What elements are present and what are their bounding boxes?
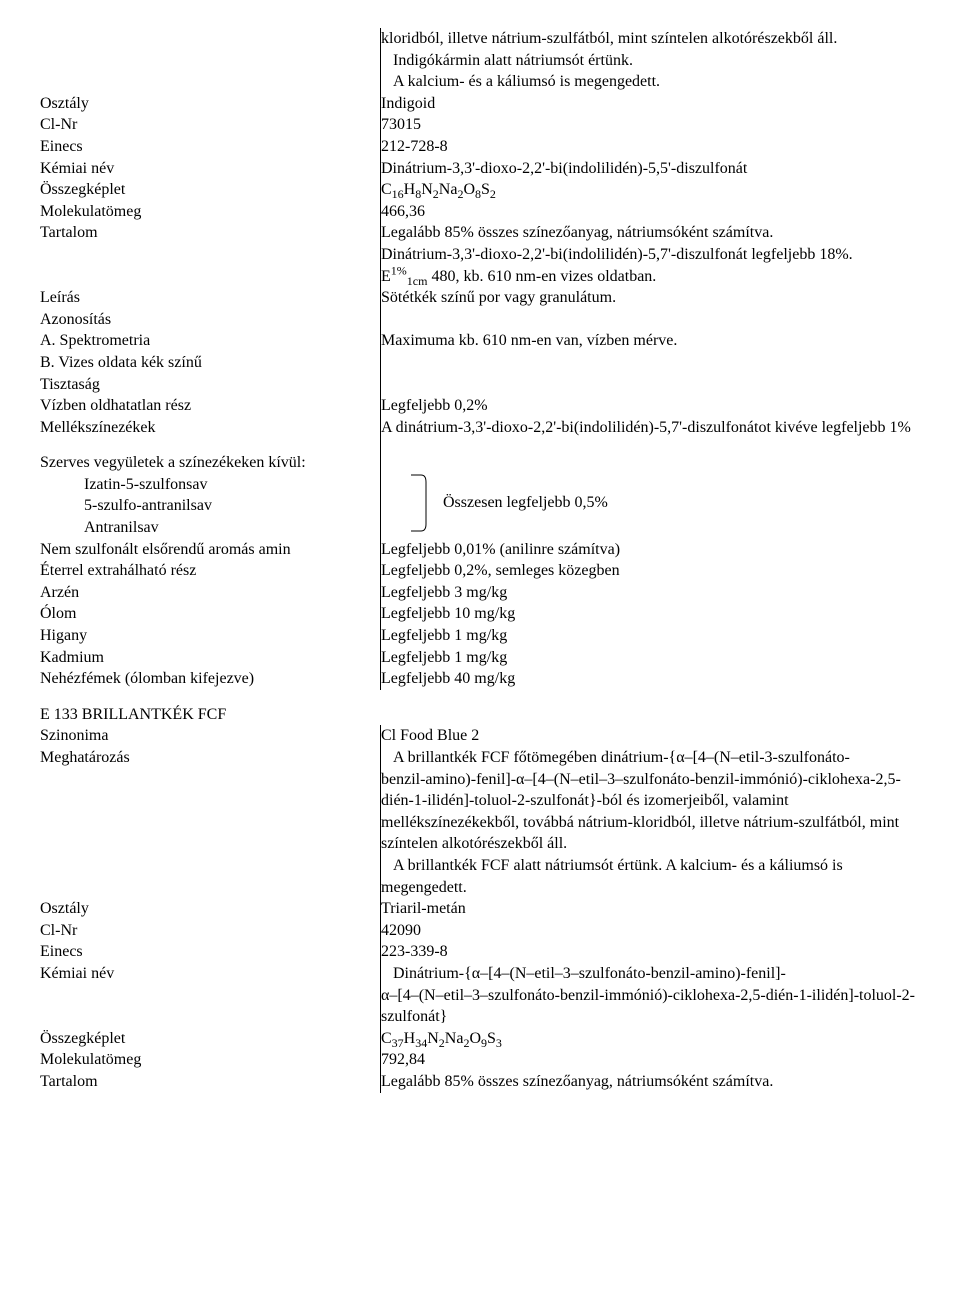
eter-value: Legfeljebb 0,2%, semleges közegben <box>381 560 921 582</box>
einecs-label: Einecs <box>40 136 381 158</box>
tartalom-v2: Dinátrium-3,3'-dioxo-2,2'-bi(indolilidén… <box>381 244 920 266</box>
spektro-value: Maximuma kb. 610 nm-en van, vízben mérve… <box>381 330 921 352</box>
higany-label: Higany <box>40 625 381 647</box>
osztaly-value: Indigoid <box>381 93 921 115</box>
kadmium-value: Legfeljebb 1 mg/kg <box>381 647 921 669</box>
spec-table: kloridból, illetve nátrium-szulfátból, m… <box>40 28 920 1093</box>
tisztasag-label: Tisztaság <box>40 374 381 396</box>
vizben-label: Vízben oldhatatlan rész <box>40 395 381 417</box>
kemiai-value: Dinátrium-3,3'-dioxo-2,2'-bi(indolilidén… <box>381 158 921 180</box>
spektro-label: A. Spektrometria <box>40 330 381 352</box>
osztaly-label: Osztály <box>40 93 381 115</box>
e133-meghat-label: Meghatározás <box>40 747 381 898</box>
e133-szinonima-label: Szinonima <box>40 725 381 747</box>
azonositas-label: Azonosítás <box>40 309 381 331</box>
mol-value: 466,36 <box>381 201 921 223</box>
olom-value: Legfeljebb 10 mg/kg <box>381 603 921 625</box>
e133-osztaly-label: Osztály <box>40 898 381 920</box>
intro-line2: Indigókármin alatt nátriumsót értünk. <box>381 50 920 72</box>
eter-label: Éterrel extrahálható rész <box>40 560 381 582</box>
szerves-label: Szerves vegyületek a színezékeken kívül: <box>40 452 381 474</box>
izatin-label: Izatin-5-szulfonsav <box>40 474 380 496</box>
nehez-value: Legfeljebb 40 mg/kg <box>381 668 921 690</box>
bracket-text: Összesen legfeljebb 0,5% <box>427 474 608 532</box>
mellek-value: A dinátrium-3,3'-dioxo-2,2'-bi(indolilid… <box>381 417 921 439</box>
e133-clnr-label: Cl-Nr <box>40 920 381 942</box>
osszeg-value: C16H8N2Na2O8S2 <box>381 179 921 201</box>
clnr-label: Cl-Nr <box>40 114 381 136</box>
e133-clnr-value: 42090 <box>381 920 921 942</box>
leiras-value: Sötétkék színű por vagy granulátum. <box>381 287 921 309</box>
nehez-label: Nehézfémek (ólomban kifejezve) <box>40 668 381 690</box>
e133-einecs-label: Einecs <box>40 941 381 963</box>
e133-tartalom-label: Tartalom <box>40 1071 381 1093</box>
clnr-value: 73015 <box>381 114 921 136</box>
nem-label: Nem szulfonált elsőrendű aromás amin <box>40 539 381 561</box>
antranil-label: Antranilsav <box>40 517 380 539</box>
intro-line3: A kalcium- és a káliumsó is megengedett. <box>381 71 920 93</box>
szulfo-label: 5-szulfo-antranilsav <box>40 495 380 517</box>
e133-kemiai-v2: α–[4–(N–etil–3–szulfonáto-benzil-immónió… <box>381 985 920 1028</box>
osszeg-label: Összegképlet <box>40 179 381 201</box>
mol-label: Molekulatömeg <box>40 201 381 223</box>
e133-heading: E 133 BRILLANTKÉK FCF <box>40 704 381 726</box>
vizes-label: B. Vizes oldata kék színű <box>40 352 381 374</box>
e133-einecs-value: 223-339-8 <box>381 941 921 963</box>
intro-line1: kloridból, illetve nátrium-szulfátból, m… <box>381 28 920 50</box>
arzen-value: Legfeljebb 3 mg/kg <box>381 582 921 604</box>
e133-meghat-v1: A brillantkék FCF főtömegében dinátrium-… <box>381 747 920 769</box>
higany-value: Legfeljebb 1 mg/kg <box>381 625 921 647</box>
e133-tartalom-value: Legalább 85% összes színezőanyag, nátriu… <box>381 1071 921 1093</box>
tartalom-v3: E1%1cm 480, kb. 610 nm-en vizes oldatban… <box>381 266 920 288</box>
vizben-value: Legfeljebb 0,2% <box>381 395 921 417</box>
arzen-label: Arzén <box>40 582 381 604</box>
e133-mol-value: 792,84 <box>381 1049 921 1071</box>
einecs-value: 212-728-8 <box>381 136 921 158</box>
bracket-group: Összesen legfeljebb 0,5% <box>381 474 920 532</box>
leiras-label: Leírás <box>40 287 381 309</box>
e133-osztaly-value: Triaril-metán <box>381 898 921 920</box>
tartalom-label: Tartalom <box>40 222 381 287</box>
e133-meghat-v3: A brillantkék FCF alatt nátriumsót értün… <box>381 855 920 898</box>
e133-szinonima-value: Cl Food Blue 2 <box>381 725 921 747</box>
e133-osszeg-label: Összegképlet <box>40 1028 381 1050</box>
olom-label: Ólom <box>40 603 381 625</box>
right-bracket-icon <box>411 474 427 532</box>
kadmium-label: Kadmium <box>40 647 381 669</box>
e133-kemiai-v1: Dinátrium-{α–[4–(N–etil–3–szulfonáto-ben… <box>381 963 920 985</box>
e133-osszeg-value: C37H34N2Na2O9S3 <box>381 1028 921 1050</box>
kemiai-label: Kémiai név <box>40 158 381 180</box>
e133-kemiai-label: Kémiai név <box>40 963 381 1028</box>
e133-mol-label: Molekulatömeg <box>40 1049 381 1071</box>
mellek-label: Mellékszínezékek <box>40 417 381 439</box>
tartalom-v1: Legalább 85% összes színezőanyag, nátriu… <box>381 222 920 244</box>
nem-value: Legfeljebb 0,01% (anilinre számítva) <box>381 539 921 561</box>
e133-meghat-v2: benzil-amino)-fenil]-α–[4–(N–etil–3–szul… <box>381 769 920 855</box>
